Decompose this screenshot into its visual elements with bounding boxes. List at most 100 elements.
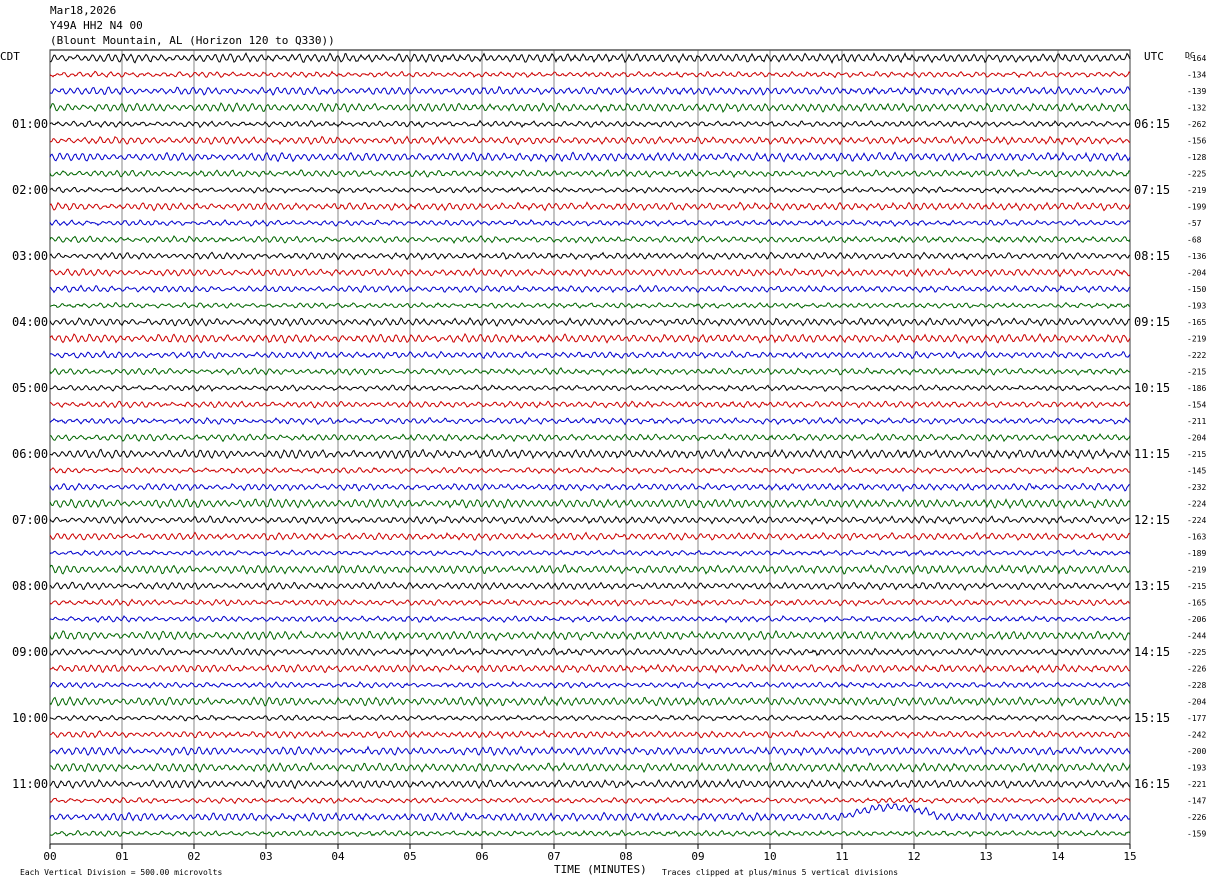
dc-offset-label: -215 (1187, 582, 1206, 591)
right-hour-label: 06:15 (1134, 117, 1170, 131)
seismic-trace (49, 515, 1131, 526)
dc-offset-label: -139 (1187, 87, 1206, 96)
x-axis-label: TIME (MINUTES) (554, 863, 647, 876)
dc-offset-label: -193 (1187, 302, 1206, 311)
seismic-trace (49, 531, 1131, 542)
left-hour-label: 07:00 (12, 513, 48, 527)
dc-offset-label: -147 (1187, 797, 1206, 806)
seismic-trace (49, 384, 1131, 392)
footer-scale-note: Each Vertical Division = 500.00 microvol… (20, 868, 222, 877)
dc-offset-label: -228 (1187, 681, 1206, 690)
seismic-trace (49, 745, 1131, 757)
seismic-trace (49, 803, 1131, 823)
dc-offset-label: -224 (1187, 500, 1206, 509)
seismic-trace (49, 615, 1131, 624)
seismic-trace (49, 102, 1131, 113)
seismic-trace (49, 466, 1131, 475)
x-tick-label: 06 (475, 850, 488, 863)
dc-offset-label: -154 (1187, 401, 1206, 410)
dc-offset-label: -232 (1187, 483, 1206, 492)
dc-offset-label: -189 (1187, 549, 1206, 558)
dc-offset-label: -219 (1187, 335, 1206, 344)
seismic-trace (49, 350, 1131, 360)
seismic-trace (49, 169, 1131, 179)
dc-offset-label: -204 (1187, 698, 1206, 707)
dc-offset-label: -225 (1187, 170, 1206, 179)
seismic-trace (49, 498, 1131, 510)
dc-offset-label: -224 (1187, 516, 1206, 525)
x-tick-label: 12 (907, 850, 920, 863)
right-hour-label: 11:15 (1134, 447, 1170, 461)
dc-offset-label: -159 (1187, 830, 1206, 839)
right-hour-label: 12:15 (1134, 513, 1170, 527)
seismic-trace (49, 85, 1131, 96)
x-tick-label: 02 (187, 850, 200, 863)
seismic-trace (49, 630, 1131, 642)
seismic-trace (49, 663, 1131, 674)
seismic-trace (49, 235, 1131, 244)
dc-offset-label: -177 (1187, 714, 1206, 723)
x-tick-label: 10 (763, 850, 776, 863)
dc-offset-label: -134 (1187, 71, 1206, 80)
left-hour-label: 01:00 (12, 117, 48, 131)
seismic-trace (49, 135, 1131, 146)
seismic-trace (49, 482, 1130, 493)
seismic-trace (49, 761, 1131, 773)
x-tick-label: 07 (547, 850, 560, 863)
left-hour-label: 10:00 (12, 711, 48, 725)
dc-offset-label: -136 (1187, 252, 1206, 261)
x-tick-label: 13 (979, 850, 992, 863)
right-hour-label: 08:15 (1134, 249, 1170, 263)
left-hour-label: 03:00 (12, 249, 48, 263)
dc-offset-label: -222 (1187, 351, 1206, 360)
right-hour-label: 15:15 (1134, 711, 1170, 725)
left-hour-label: 04:00 (12, 315, 48, 329)
seismic-trace (49, 647, 1131, 657)
seismic-trace (49, 186, 1131, 194)
seismic-trace (49, 695, 1131, 708)
dc-header-label: DC (1185, 51, 1195, 60)
x-tick-label: 03 (259, 850, 272, 863)
seismic-trace (49, 714, 1131, 722)
dc-offset-label: -165 (1187, 318, 1206, 327)
dc-offset-label: -186 (1187, 384, 1206, 393)
header-location: (Blount Mountain, AL (Horizon 120 to Q33… (50, 34, 335, 47)
x-tick-label: 04 (331, 850, 345, 863)
left-hour-label: 08:00 (12, 579, 48, 593)
x-tick-label: 09 (691, 850, 704, 863)
seismic-trace (50, 432, 1131, 443)
dc-offset-label: -215 (1187, 368, 1206, 377)
dc-offset-label: -225 (1187, 648, 1206, 657)
left-hour-label: 09:00 (12, 645, 48, 659)
dc-offset-label: -211 (1187, 417, 1206, 426)
right-hour-label: 07:15 (1134, 183, 1170, 197)
seismic-trace (49, 219, 1131, 228)
seismic-trace (49, 332, 1131, 345)
dc-offset-label: -132 (1187, 104, 1206, 113)
dc-offset-label: -163 (1187, 533, 1206, 542)
dc-offset-label: -199 (1187, 203, 1206, 212)
seismic-trace (49, 680, 1131, 690)
plot-frame (49, 49, 1131, 845)
dc-offset-label: -68 (1187, 236, 1202, 245)
dc-offset-label: -156 (1187, 137, 1206, 146)
dc-offset-label: -128 (1187, 153, 1206, 162)
seismic-trace (49, 267, 1131, 278)
seismic-trace (49, 581, 1131, 591)
right-hour-label: 10:15 (1134, 381, 1170, 395)
x-tick-label: 14 (1051, 850, 1065, 863)
dc-offset-label: -164 (1187, 54, 1206, 63)
seismic-trace (49, 778, 1131, 790)
seismic-trace (49, 448, 1131, 460)
dc-offset-label: -219 (1187, 186, 1206, 195)
seismic-trace (49, 549, 1131, 557)
seismic-trace (49, 317, 1131, 327)
seismic-trace (49, 416, 1131, 426)
left-timezone-label: CDT (0, 50, 20, 63)
x-tick-label: 11 (835, 850, 848, 863)
dc-offset-label: -242 (1187, 731, 1206, 740)
dc-offset-label: -204 (1187, 434, 1206, 443)
seismic-trace (49, 564, 1131, 575)
dc-offset-label: -219 (1187, 566, 1206, 575)
